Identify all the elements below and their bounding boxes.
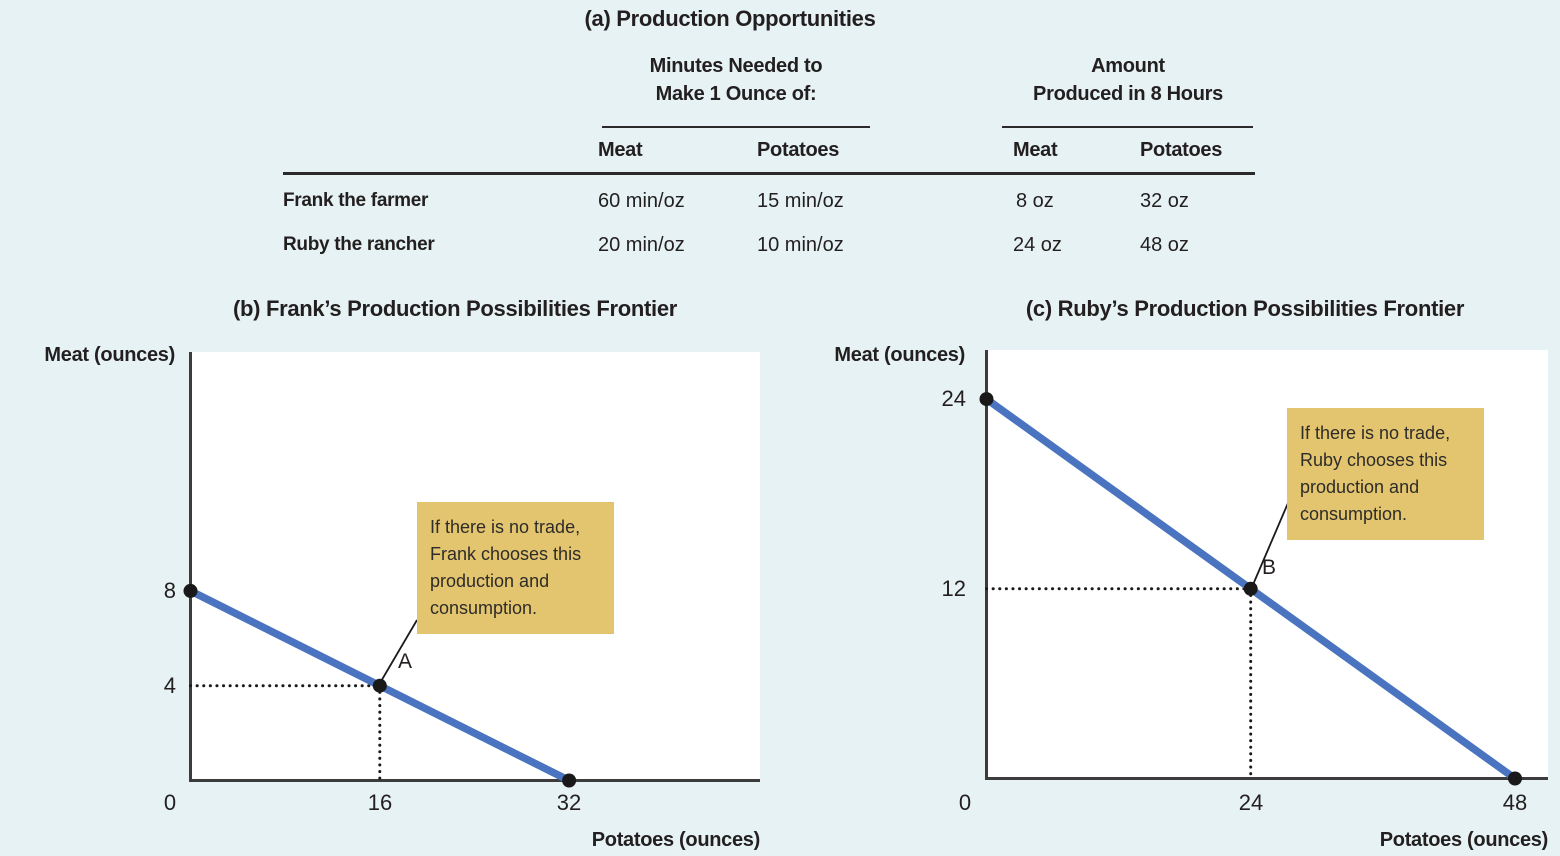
frank-point-a-label: A bbox=[398, 650, 413, 673]
table-group-heading-amount-line1: Amount bbox=[1091, 55, 1165, 77]
data-point-dot bbox=[562, 773, 577, 788]
frank-x-tick-0: 0 bbox=[163, 790, 177, 815]
frank-chart-title: (b) Frank’s Production Possibilities Fro… bbox=[232, 296, 678, 321]
ruby-minutes-meat: 20 min/oz bbox=[598, 234, 685, 256]
frank-data-point-dots bbox=[183, 583, 577, 788]
frank-y-tick-4: 4 bbox=[163, 673, 176, 698]
ruby-amount-meat: 24 oz bbox=[1013, 234, 1062, 256]
frank-callout-line4: consumption. bbox=[430, 598, 538, 618]
ruby-callout-line4: consumption. bbox=[1300, 504, 1408, 524]
frank-callout-line2: Frank chooses this bbox=[430, 544, 582, 564]
table-group-heading-minutes-line2: Make 1 Ounce of: bbox=[655, 83, 817, 105]
ruby-chart-title: (c) Ruby’s Production Possibilities Fron… bbox=[1025, 296, 1465, 321]
ruby-point-b-label: B bbox=[1262, 556, 1277, 579]
table-group-heading-minutes: Minutes Needed to Make 1 Ounce of: bbox=[590, 52, 882, 108]
table-col-header-potatoes-2: Potatoes bbox=[1140, 139, 1223, 161]
ruby-callout-leader-line bbox=[1251, 502, 1289, 588]
table-col-header-meat-2: Meat bbox=[1013, 139, 1058, 161]
data-point-dot bbox=[979, 392, 994, 407]
frank-callout-line3: production and bbox=[430, 571, 550, 591]
ruby-callout-line3: production and bbox=[1300, 477, 1420, 497]
ruby-x-tick-24: 24 bbox=[1238, 790, 1264, 815]
data-point-dot bbox=[1243, 581, 1258, 596]
ruby-callout-line2: Ruby chooses this bbox=[1300, 450, 1448, 470]
table-col-header-potatoes-1: Potatoes bbox=[757, 139, 840, 161]
frank-amount-potatoes: 32 oz bbox=[1140, 190, 1189, 212]
table-title: (a) Production Opportunities bbox=[584, 6, 876, 31]
ruby-x-tick-0: 0 bbox=[958, 790, 972, 815]
frank-y-axis-label: Meat (ounces) bbox=[44, 344, 175, 366]
table-row-label-frank: Frank the farmer bbox=[283, 190, 429, 211]
frank-callout-box: If there is no trade, Frank chooses this… bbox=[417, 502, 614, 634]
frank-y-tick-8: 8 bbox=[163, 578, 176, 603]
frank-callout-line1: If there is no trade, bbox=[430, 517, 581, 537]
ruby-callout-box: If there is no trade, Ruby chooses this … bbox=[1287, 408, 1484, 540]
frank-x-tick-16: 16 bbox=[367, 790, 393, 815]
frank-callout-leader-line bbox=[379, 619, 418, 684]
ruby-y-tick-24: 24 bbox=[941, 386, 966, 411]
data-point-dot bbox=[372, 678, 387, 693]
frank-minutes-potatoes: 15 min/oz bbox=[757, 190, 844, 212]
ruby-minutes-potatoes: 10 min/oz bbox=[757, 234, 844, 256]
table-group-heading-minutes-line1: Minutes Needed to bbox=[649, 55, 823, 77]
frank-x-axis-label: Potatoes (ounces) bbox=[591, 829, 761, 851]
table-group-heading-amount-line2: Produced in 8 Hours bbox=[1033, 83, 1223, 105]
ruby-x-axis-label: Potatoes (ounces) bbox=[1379, 829, 1549, 851]
table-col-header-meat-1: Meat bbox=[598, 139, 643, 161]
table-group-rule-amount bbox=[1002, 126, 1253, 128]
table-row-label-ruby: Ruby the rancher bbox=[283, 234, 435, 255]
table-header-separator-rule bbox=[283, 172, 1255, 175]
ruby-y-axis-label: Meat (ounces) bbox=[834, 344, 965, 366]
ruby-data-point-dots bbox=[979, 392, 1522, 786]
frank-x-tick-32: 32 bbox=[556, 790, 582, 815]
table-group-heading-amount: Amount Produced in 8 Hours bbox=[1000, 52, 1256, 108]
ruby-amount-potatoes: 48 oz bbox=[1140, 234, 1189, 256]
ruby-y-tick-12: 12 bbox=[941, 576, 966, 601]
table-group-rule-minutes bbox=[602, 126, 870, 128]
frank-minutes-meat: 60 min/oz bbox=[598, 190, 685, 212]
ruby-callout-line1: If there is no trade, bbox=[1300, 423, 1451, 443]
ruby-x-tick-48: 48 bbox=[1502, 790, 1528, 815]
data-point-dot bbox=[183, 583, 198, 598]
frank-amount-meat: 8 oz bbox=[1016, 190, 1054, 212]
data-point-dot bbox=[1508, 771, 1522, 786]
